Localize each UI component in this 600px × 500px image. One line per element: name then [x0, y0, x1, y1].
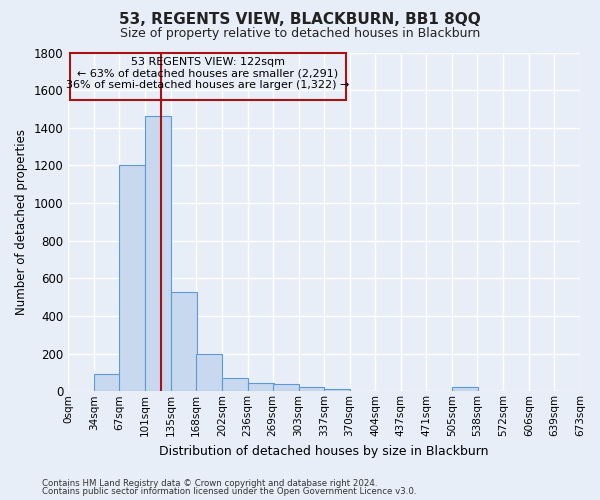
Bar: [325, 390, 350, 392]
Bar: [196, 354, 222, 392]
Text: 36% of semi-detached houses are larger (1,322) →: 36% of semi-detached houses are larger (…: [66, 80, 349, 90]
X-axis label: Distribution of detached houses by size in Blackburn: Distribution of detached houses by size …: [160, 444, 489, 458]
Bar: [273, 384, 299, 392]
Text: 53 REGENTS VIEW: 122sqm: 53 REGENTS VIEW: 122sqm: [131, 58, 285, 68]
Text: Size of property relative to detached houses in Blackburn: Size of property relative to detached ho…: [120, 28, 480, 40]
Bar: [94, 374, 120, 392]
Bar: [145, 116, 171, 392]
Bar: [452, 386, 478, 392]
Y-axis label: Number of detached properties: Number of detached properties: [15, 129, 28, 315]
Bar: [222, 378, 248, 392]
Bar: [119, 166, 145, 392]
Text: ← 63% of detached houses are smaller (2,291): ← 63% of detached houses are smaller (2,…: [77, 68, 338, 78]
Bar: [171, 292, 197, 392]
Bar: [299, 388, 325, 392]
Text: Contains public sector information licensed under the Open Government Licence v3: Contains public sector information licen…: [42, 487, 416, 496]
Text: 53, REGENTS VIEW, BLACKBURN, BB1 8QQ: 53, REGENTS VIEW, BLACKBURN, BB1 8QQ: [119, 12, 481, 28]
Text: Contains HM Land Registry data © Crown copyright and database right 2024.: Contains HM Land Registry data © Crown c…: [42, 478, 377, 488]
Bar: [70, 54, 346, 100]
Bar: [248, 383, 274, 392]
